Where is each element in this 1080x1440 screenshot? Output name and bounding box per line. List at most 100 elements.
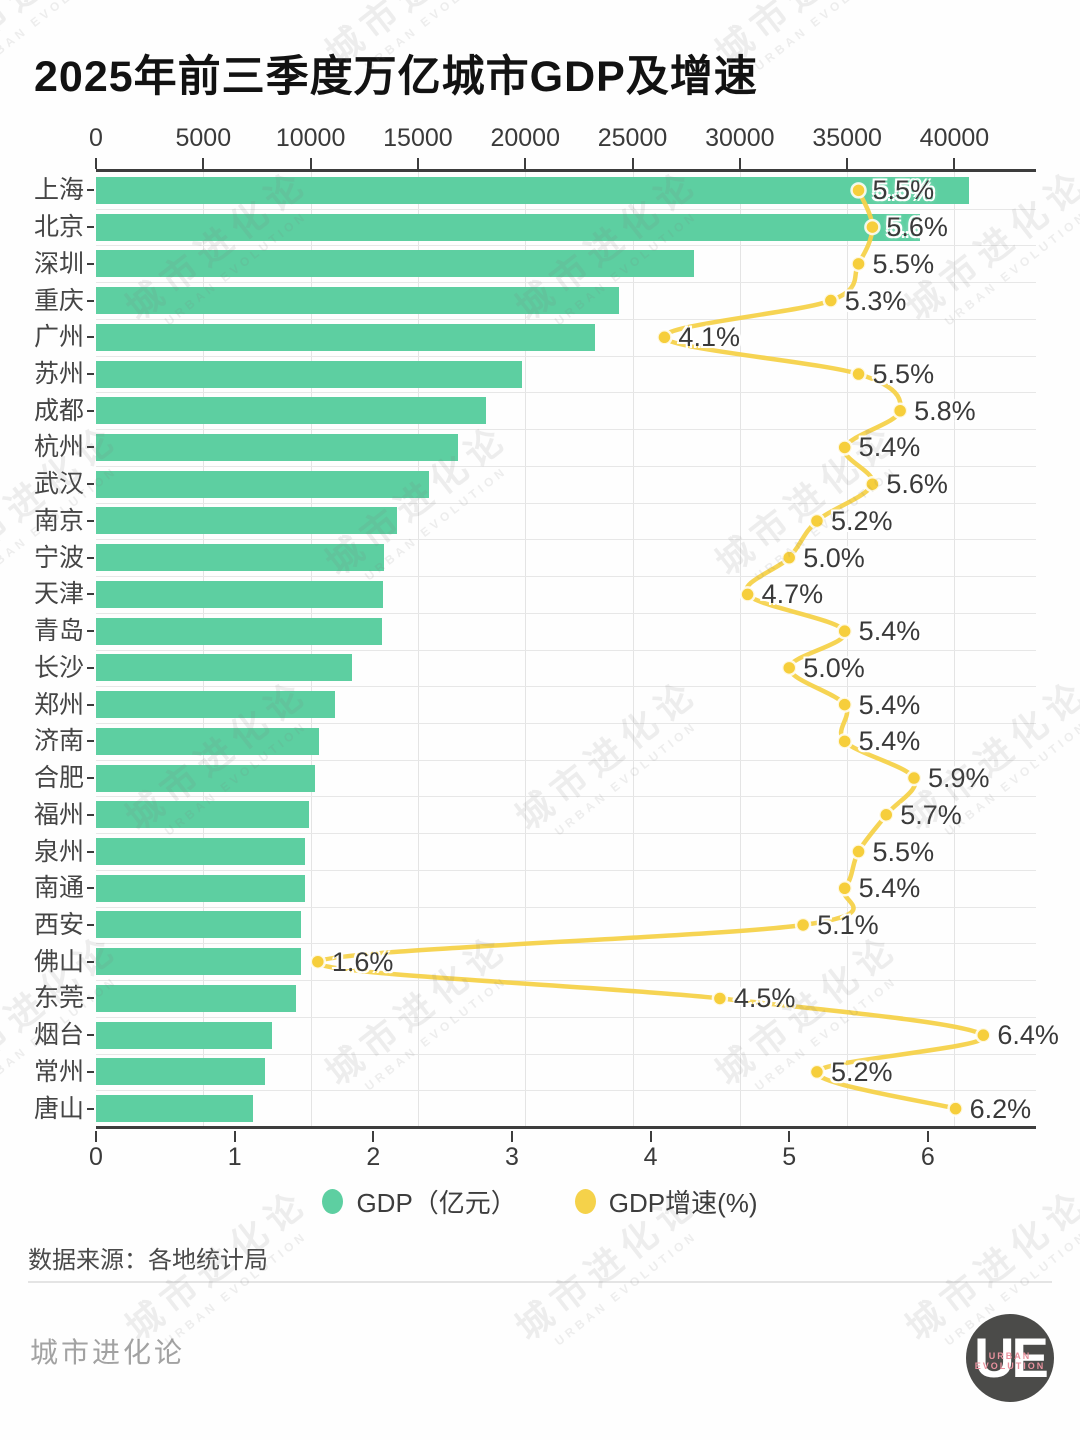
growth-value-label: 5.9% — [927, 763, 990, 794]
city-axis-tick — [87, 850, 94, 853]
gdp-bar — [96, 984, 296, 1012]
growth-value-label: 5.8% — [914, 395, 976, 426]
city-axis-tick — [87, 519, 94, 522]
city-label: 烟台 — [33, 1021, 84, 1050]
gridline-horizontal — [96, 392, 1036, 394]
growth-axis-tick — [95, 1131, 97, 1142]
gridline-horizontal — [96, 980, 1036, 982]
city-label: 佛山 — [33, 947, 84, 976]
city-axis-tick — [87, 813, 94, 816]
gdp-bar — [96, 838, 306, 866]
gridline-horizontal — [96, 208, 1036, 210]
gdp-bar — [96, 250, 695, 278]
gdp-axis-tick-label: 0 — [89, 124, 103, 152]
growth-axis-tick-label: 2 — [366, 1143, 381, 1171]
footer-divider — [28, 1281, 1052, 1283]
gdp-bar — [96, 507, 398, 535]
growth-axis-tick-label: 6 — [920, 1143, 935, 1171]
growth-dot — [836, 733, 853, 750]
growth-value-label: 5.4% — [858, 616, 921, 647]
city-label: 南通 — [33, 874, 84, 903]
gdp-axis-tick-label: 30000 — [705, 124, 775, 152]
city-axis-tick — [87, 556, 94, 559]
growth-axis-tick — [926, 1131, 929, 1142]
growth-dot — [808, 512, 826, 530]
gdp-bar — [96, 323, 595, 351]
watermark-latin: URBAN EVOLUTION — [552, 1228, 700, 1349]
city-label: 南京 — [33, 506, 84, 535]
growth-value-label: 5.0% — [803, 542, 865, 573]
growth-value-label: 5.4% — [858, 726, 921, 757]
city-axis-tick — [87, 299, 94, 302]
growth-dot — [878, 806, 895, 824]
legend-item-growth: GDP增速(%) — [574, 1183, 758, 1220]
growth-value-label: 4.7% — [761, 579, 824, 610]
gridline-horizontal — [96, 1053, 1036, 1055]
gdp-bar — [96, 176, 970, 204]
city-label: 泉州 — [33, 837, 84, 866]
gdp-bar — [96, 580, 384, 608]
gdp-bar — [96, 287, 620, 315]
gdp-axis-tick — [631, 158, 634, 169]
city-label: 重庆 — [33, 286, 84, 315]
growth-dot — [905, 769, 923, 787]
city-axis-tick — [87, 703, 94, 706]
logo-subtitle: URBAN EVOLUTION — [966, 1351, 1054, 1371]
gridline-horizontal — [96, 465, 1036, 467]
growth-dot — [739, 586, 756, 603]
city-label: 常州 — [33, 1057, 84, 1086]
chart-legend: GDP（亿元） GDP增速(%) — [0, 1183, 1080, 1220]
gridline-horizontal — [96, 539, 1036, 541]
growth-dot — [780, 549, 798, 566]
gridline-horizontal — [96, 649, 1036, 651]
growth-value-label: 5.1% — [817, 909, 879, 940]
city-label: 东莞 — [33, 984, 84, 1013]
city-label: 杭州 — [33, 433, 84, 462]
growth-value-label: 5.4% — [858, 873, 921, 904]
gdp-bar — [96, 397, 486, 425]
growth-value-label: 1.6% — [331, 946, 394, 977]
gdp-bar — [96, 433, 459, 461]
city-label: 唐山 — [33, 1094, 84, 1123]
gridline-horizontal — [96, 1016, 1036, 1018]
city-label: 济南 — [33, 727, 84, 756]
city-label: 西安 — [33, 910, 84, 939]
growth-legend-label: GDP增速(%) — [608, 1188, 758, 1218]
gdp-bar — [96, 1021, 272, 1049]
legend-item-gdp: GDP（亿元） — [322, 1183, 517, 1220]
city-label: 深圳 — [33, 249, 84, 278]
city-axis-tick — [87, 483, 94, 486]
gdp-axis-tick — [202, 158, 205, 169]
city-label: 福州 — [33, 800, 84, 829]
city-axis-tick — [87, 923, 94, 926]
growth-dot — [780, 659, 798, 677]
gdp-axis-tick-label: 20000 — [490, 124, 560, 152]
city-axis-tick — [87, 1107, 94, 1110]
city-axis-tick — [87, 630, 94, 633]
growth-dot — [864, 218, 881, 236]
growth-value-label: 5.6% — [886, 469, 948, 500]
gdp-axis-tick — [95, 158, 97, 169]
city-axis-tick — [87, 1070, 94, 1073]
gdp-bar — [96, 544, 384, 572]
chart-plot-area: 0 5000 10000 15000 20000 25000 30000 35000 40000… — [34, 124, 1059, 1171]
city-label: 青岛 — [33, 617, 84, 646]
growth-axis-tick — [510, 1131, 513, 1142]
gdp-bar — [96, 727, 319, 755]
watermark-latin: URBAN EVOLUTION — [752, 0, 900, 74]
gdp-bar — [96, 360, 523, 388]
gdp-axis-tick — [738, 158, 741, 169]
growth-value-label: 4.5% — [733, 983, 796, 1014]
growth-value-label: 5.0% — [803, 652, 865, 683]
gridline-horizontal — [96, 502, 1036, 504]
city-axis-tick — [87, 336, 94, 339]
city-label: 合肥 — [33, 764, 84, 793]
growth-legend-swatch — [574, 1189, 596, 1214]
gridline-horizontal — [96, 943, 1036, 945]
growth-axis-tick-label: 0 — [89, 1143, 103, 1171]
gdp-bar — [96, 1095, 254, 1123]
growth-axis-tick — [233, 1131, 236, 1142]
gdp-axis-tick-label: 25000 — [597, 124, 668, 152]
growth-value-label: 5.4% — [858, 689, 921, 720]
